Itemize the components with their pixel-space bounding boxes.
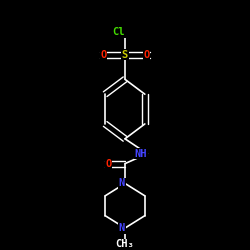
Text: S: S	[122, 50, 128, 59]
Text: O: O	[144, 50, 150, 59]
Text: O: O	[105, 158, 112, 168]
Text: N: N	[119, 223, 125, 233]
Text: NH: NH	[135, 149, 147, 159]
Text: Cl: Cl	[112, 27, 125, 37]
Text: CH₃: CH₃	[116, 239, 134, 249]
Text: O: O	[100, 50, 106, 59]
Text: N: N	[119, 178, 125, 188]
